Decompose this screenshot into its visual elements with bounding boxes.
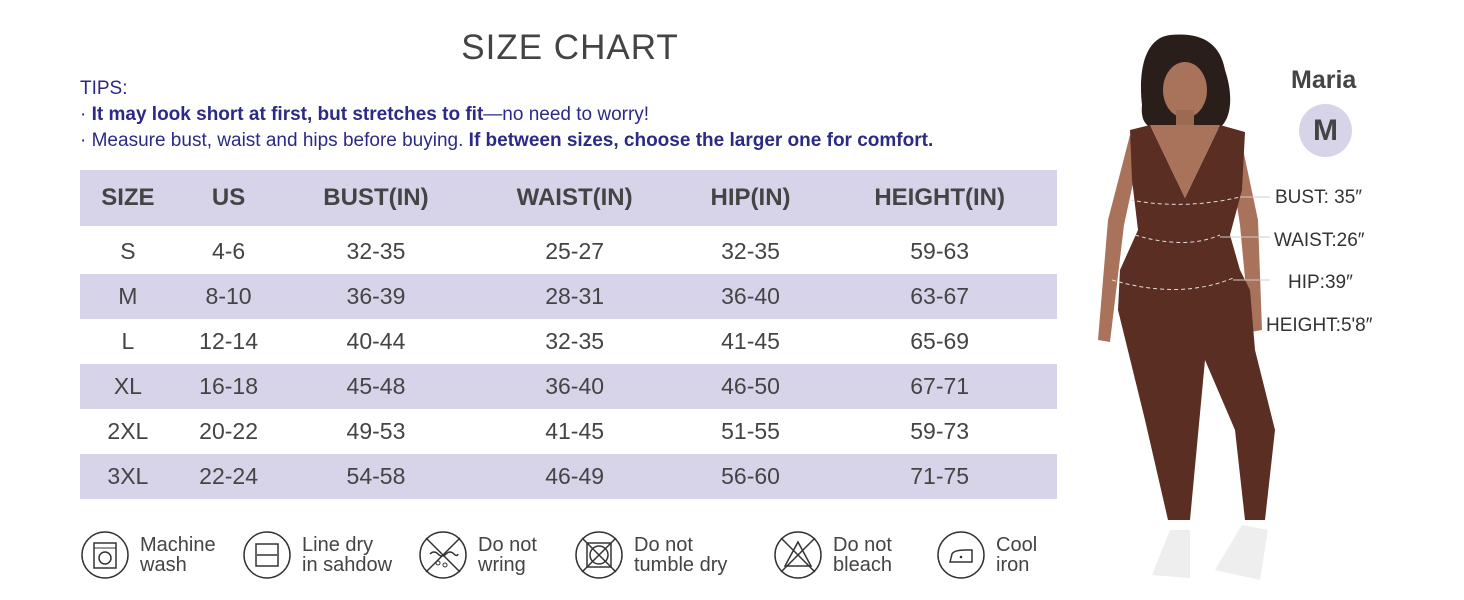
table-cell: 46-49 [470,454,679,499]
table-cell: 16-18 [175,364,282,409]
table-row: 3XL 22-24 54-58 46-49 56-60 71-75 [80,454,1057,499]
table-cell: 4-6 [211,238,246,264]
tips: TIPS: · It may look short at first, but … [80,76,933,154]
table-cell: 3XL [80,454,176,499]
table-row: 2XL 20-22 49-53 41-45 51-55 59-73 [80,409,1057,454]
model-name: Maria [1291,66,1357,94]
model-size-badge: M [1299,104,1352,157]
table-cell: 20-22 [199,418,258,444]
tip-2-bold: If between sizes, choose the larger one … [468,130,934,151]
line-dry-shade-icon [243,531,291,579]
table-cell: M [80,274,176,319]
cool-iron-icon [937,531,985,579]
tip-1: · It may look short at first, but stretc… [80,104,650,125]
table-cell: 63-67 [822,274,1057,319]
table-cell: 22-24 [175,454,282,499]
care-label: Cool iron [996,534,1038,576]
table-row: S 4-6 32-35 25-27 32-35 59-63 [80,229,1057,274]
tip-2-rest: Measure bust, waist and hips before buyi… [91,130,469,151]
care-instruction: Line dry in sahdow [242,530,392,580]
table-header: SIZE US BUST(IN) WAIST(IN) HIP(IN) HEIGHT(IN) [80,170,1057,226]
model-height: HEIGHT:5'8″ [1266,315,1373,336]
table-cell: 40-44 [346,328,406,354]
table-cell: 56-60 [678,454,823,499]
column-header: US [175,170,282,226]
table-cell: 36-39 [281,274,471,319]
table-cell: 59-73 [910,418,970,444]
table-cell: 25-27 [545,238,605,264]
table-cell: 45-48 [281,364,471,409]
table-row: XL 16-18 45-48 36-40 46-50 67-71 [80,364,1057,409]
table-cell: 46-50 [678,364,823,409]
care-label: Do not bleach [833,534,892,576]
table-cell: 41-45 [721,328,780,354]
table-cell: 36-40 [470,364,679,409]
table-cell: 65-69 [910,328,970,354]
table-cell: 71-75 [822,454,1057,499]
care-instruction: Do not wring [418,530,537,580]
table-cell: 2XL [107,418,149,444]
tip-1-bold: It may look short at first, but stretche… [91,104,484,125]
table-cell: 32-35 [545,328,605,354]
care-instruction: Cool iron [936,530,1037,580]
table-cell: 28-31 [470,274,679,319]
care-label: Line dry in sahdow [302,534,393,576]
model-photo [1098,34,1275,580]
model-bust: BUST: 35″ [1275,187,1362,208]
table-cell: 32-35 [346,238,406,264]
do-not-wring-icon [419,531,467,579]
table-cell: 41-45 [545,418,605,444]
table-cell: 51-55 [721,418,780,444]
care-label: Do not tumble dry [634,534,728,576]
column-header: WAIST(IN) [470,170,679,226]
table-cell: 8-10 [175,274,282,319]
column-header: BUST(IN) [281,170,471,226]
table-cell: L [121,328,135,354]
care-label: Do not wring [478,534,537,576]
table-cell: 54-58 [281,454,471,499]
model-hip: HIP:39″ [1288,272,1353,293]
column-header: HEIGHT(IN) [822,170,1057,226]
tip-2: · Measure bust, waist and hips before bu… [80,130,934,151]
tip-1-rest: —no need to worry! [483,104,650,125]
tips-label: TIPS: [80,78,128,99]
do-not-tumble-dry-icon [575,531,623,579]
care-instruction: Do not tumble dry [574,530,727,580]
page-title: SIZE CHART [461,28,679,67]
column-header: SIZE [80,170,176,226]
care-instruction: Machine wash [80,530,216,580]
care-instruction: Do not bleach [773,530,892,580]
table-cell: XL [80,364,176,409]
machine-wash-icon [81,531,129,579]
table-row: L 12-14 40-44 32-35 41-45 65-69 [80,319,1057,364]
table-cell: 59-63 [910,238,970,264]
column-header: HIP(IN) [678,170,823,226]
table-cell: 12-14 [199,328,258,354]
care-label: Machine wash [140,534,216,576]
table-cell: 49-53 [346,418,406,444]
table-cell: 67-71 [822,364,1057,409]
table-cell: 32-35 [721,238,780,264]
size-table: SIZE US BUST(IN) WAIST(IN) HIP(IN) HEIGHT(IN)… [80,170,1057,499]
table-cell: 36-40 [678,274,823,319]
do-not-bleach-icon [774,531,822,579]
table-row: M 8-10 36-39 28-31 36-40 63-67 [80,274,1057,319]
table-cell: S [120,238,136,264]
model-waist: WAIST:26″ [1274,230,1365,251]
